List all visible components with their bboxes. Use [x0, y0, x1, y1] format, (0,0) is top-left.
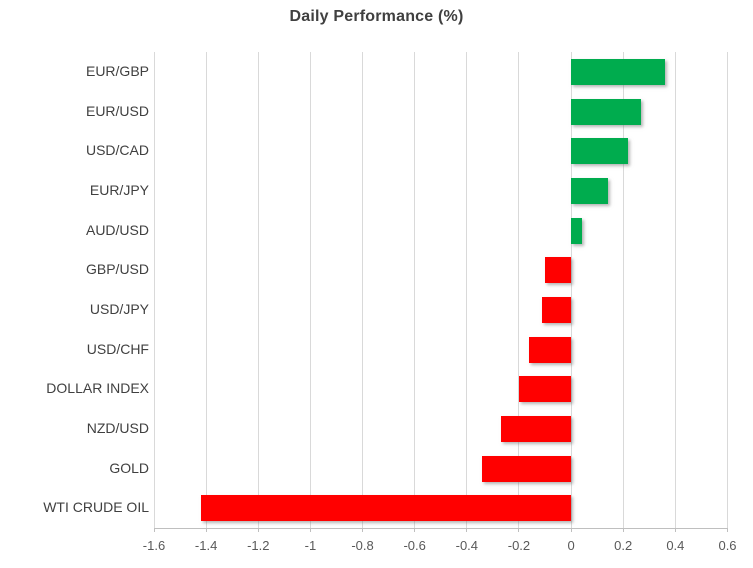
x-tick-label: -1.6 [142, 538, 166, 553]
category-label: EUR/USD [85, 102, 149, 119]
x-axis-tick [414, 528, 416, 532]
bar-wti-crude-oil [200, 495, 572, 522]
bar-usd-chf [529, 336, 572, 363]
gridline [205, 52, 207, 528]
x-tick-label: -0.4 [455, 538, 479, 553]
x-tick-label: -1 [304, 538, 317, 553]
x-axis-tick [727, 528, 728, 532]
x-axis-tick [570, 528, 572, 532]
x-tick-label: 0.6 [718, 538, 737, 553]
x-axis-tick [257, 528, 259, 532]
category-label: EUR/JPY [89, 182, 149, 198]
gridline [570, 52, 572, 528]
gridline [466, 52, 468, 528]
bar-nzd-usd [500, 415, 572, 442]
x-axis-tick [674, 528, 676, 532]
x-axis-tick [205, 528, 207, 532]
x-tick-label: -0.8 [351, 538, 374, 553]
category-label: AUD/USD [85, 221, 149, 238]
bar-gbp-usd [545, 257, 572, 284]
x-axis-tick [466, 528, 468, 532]
x-axis-tick [309, 528, 311, 532]
x-axis-tick [518, 528, 520, 532]
x-axis-tick [362, 528, 364, 532]
gridline [674, 52, 676, 528]
category-label: WTI CRUDE OIL [43, 499, 149, 516]
category-label: USD/JPY [89, 301, 149, 317]
category-label: USD/CAD [85, 142, 149, 159]
x-tick-label: -1.4 [194, 538, 218, 553]
bar-eur-gbp [571, 58, 665, 85]
x-tick-label: -0.2 [507, 538, 531, 553]
bar-usd-cad [571, 138, 629, 165]
x-axis-tick [622, 528, 624, 532]
category-label: USD/CHF [86, 340, 149, 357]
x-axis-tick [153, 528, 155, 532]
x-tick-label: 0.4 [666, 538, 685, 553]
gridline [622, 52, 624, 528]
category-label: EUR/GBP [85, 63, 149, 79]
category-label: GBP/USD [85, 261, 149, 278]
bar-eur-jpy [571, 177, 608, 204]
gridline [727, 52, 728, 528]
gridline [362, 52, 364, 528]
x-tick-label: 0.2 [614, 538, 633, 553]
bar-aud-usd [571, 217, 582, 244]
bar-gold [482, 455, 572, 482]
category-label: DOLLAR INDEX [46, 380, 149, 397]
x-tick-label: -1.2 [247, 538, 270, 553]
bar-eur-usd [571, 98, 642, 125]
gridline [257, 52, 259, 528]
category-label: GOLD [109, 459, 149, 476]
category-label: NZD/USD [86, 420, 149, 436]
x-axis-line [154, 528, 728, 529]
bar-dollar-index [518, 376, 572, 403]
chart-title: Daily Performance (%) [289, 8, 464, 25]
bar-usd-jpy [542, 296, 572, 323]
x-tick-label: -0.6 [403, 538, 426, 553]
x-tick-label: 0 [567, 538, 575, 553]
gridline [414, 52, 416, 528]
gridline [518, 52, 520, 528]
gridline [309, 52, 311, 528]
gridline [153, 52, 155, 528]
